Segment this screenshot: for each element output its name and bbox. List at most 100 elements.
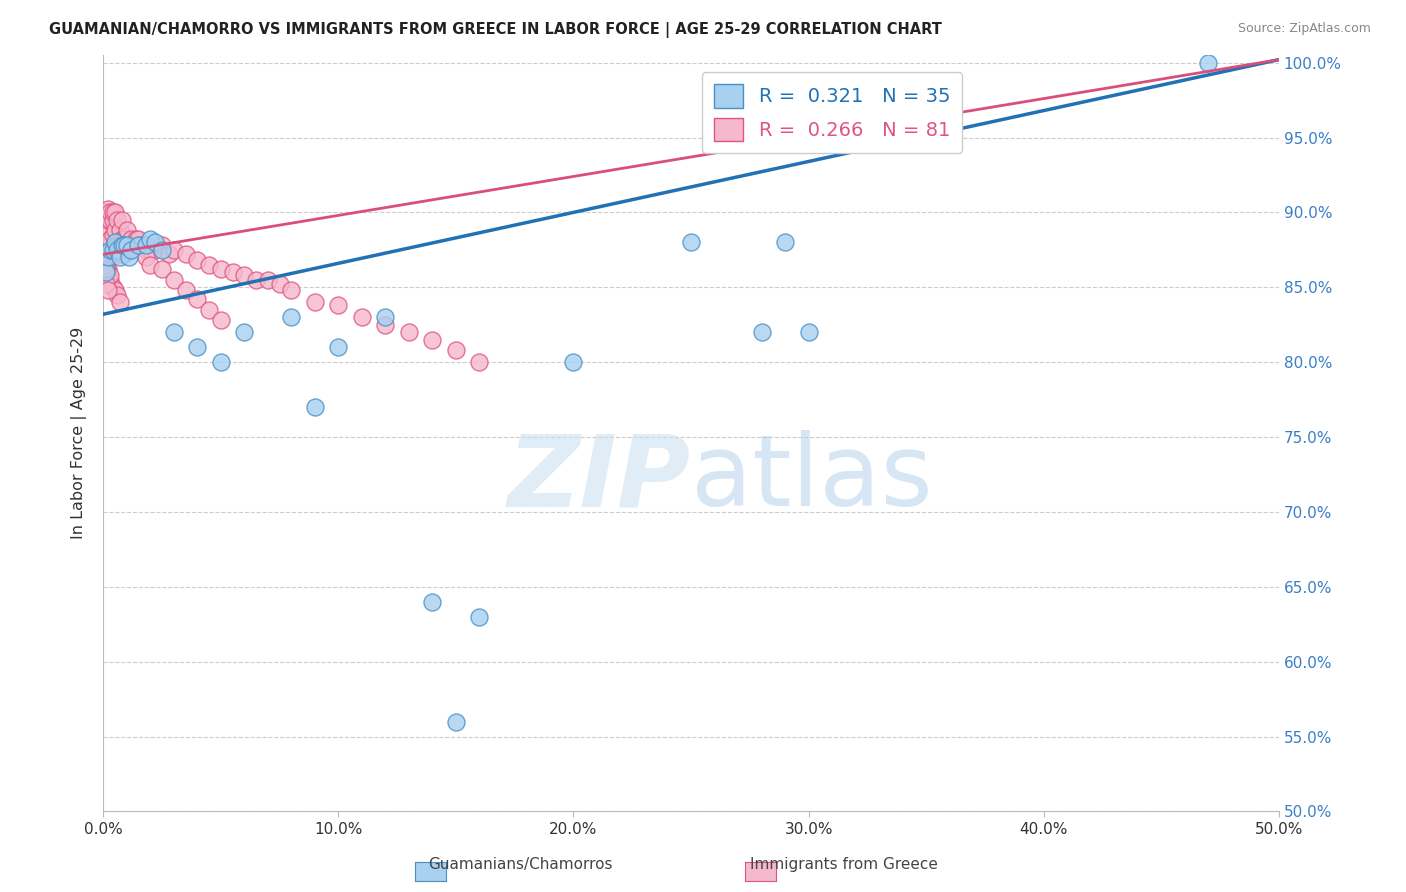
Point — [135, 238, 157, 252]
Point — [94, 277, 117, 292]
Point — [118, 238, 141, 252]
Point — [108, 250, 131, 264]
Point — [280, 283, 302, 297]
Point — [209, 313, 232, 327]
Text: Guamanians/Chamorros: Guamanians/Chamorros — [427, 857, 613, 872]
Point — [135, 250, 157, 264]
Point — [127, 238, 149, 252]
Point — [120, 243, 142, 257]
Point — [101, 213, 124, 227]
Point — [104, 238, 127, 252]
Point — [108, 223, 131, 237]
Point — [135, 243, 157, 257]
Point — [101, 227, 124, 242]
Point — [98, 238, 121, 252]
Point — [209, 355, 232, 369]
Point — [444, 714, 467, 729]
Point — [118, 250, 141, 264]
Point — [143, 235, 166, 250]
Point — [94, 265, 117, 279]
Point — [112, 247, 135, 261]
Point — [101, 243, 124, 257]
Point — [562, 355, 585, 369]
Point — [108, 295, 131, 310]
Point — [163, 273, 186, 287]
Point — [94, 258, 117, 272]
Point — [139, 243, 162, 257]
Point — [94, 213, 117, 227]
Point — [186, 292, 208, 306]
Text: atlas: atlas — [692, 430, 932, 527]
Point — [163, 243, 186, 257]
Point — [127, 232, 149, 246]
Point — [198, 302, 221, 317]
Point — [468, 609, 491, 624]
Point — [398, 325, 420, 339]
Point — [94, 262, 117, 277]
Point — [94, 265, 117, 279]
Point — [122, 238, 145, 252]
Point — [111, 232, 134, 246]
Point — [374, 318, 396, 332]
Point — [163, 325, 186, 339]
Point — [422, 333, 444, 347]
Point — [233, 268, 256, 283]
Point — [1197, 55, 1219, 70]
Point — [94, 250, 117, 264]
Point — [751, 325, 773, 339]
Point — [150, 238, 173, 252]
Point — [112, 232, 135, 246]
Point — [101, 280, 124, 294]
Point — [98, 205, 121, 219]
Point — [245, 273, 267, 287]
Point — [94, 205, 117, 219]
Point — [681, 235, 703, 250]
Point — [221, 265, 243, 279]
Point — [98, 268, 121, 283]
Point — [174, 283, 197, 297]
Point — [280, 310, 302, 325]
Point — [104, 283, 127, 297]
Point — [256, 273, 278, 287]
Point — [773, 235, 796, 250]
Point — [108, 238, 131, 252]
Point — [97, 283, 120, 297]
Y-axis label: In Labor Force | Age 25-29: In Labor Force | Age 25-29 — [72, 327, 87, 540]
Text: GUAMANIAN/CHAMORRO VS IMMIGRANTS FROM GREECE IN LABOR FORCE | AGE 25-29 CORRELAT: GUAMANIAN/CHAMORRO VS IMMIGRANTS FROM GR… — [49, 22, 942, 38]
Point — [198, 258, 221, 272]
Point — [98, 232, 121, 246]
Point — [209, 262, 232, 277]
Text: ZIP: ZIP — [508, 430, 692, 527]
Point — [143, 243, 166, 257]
Point — [97, 223, 120, 237]
Point — [422, 595, 444, 609]
Point — [444, 343, 467, 358]
Point — [797, 325, 820, 339]
Text: Immigrants from Greece: Immigrants from Greece — [749, 857, 938, 872]
Point — [115, 223, 138, 237]
Point — [139, 258, 162, 272]
Point — [304, 295, 326, 310]
Point — [98, 273, 121, 287]
Point — [97, 202, 120, 217]
Point — [139, 232, 162, 246]
Point — [174, 247, 197, 261]
Point — [94, 253, 117, 268]
Point — [186, 340, 208, 354]
Point — [328, 340, 350, 354]
Point — [328, 298, 350, 312]
Point — [304, 400, 326, 414]
Point — [105, 243, 128, 257]
Point — [97, 213, 120, 227]
Point — [111, 238, 134, 252]
Point — [468, 355, 491, 369]
Point — [233, 325, 256, 339]
Point — [98, 213, 121, 227]
Point — [104, 223, 127, 237]
Point — [104, 235, 127, 250]
Point — [129, 238, 152, 252]
Point — [374, 310, 396, 325]
Point — [115, 238, 138, 252]
Point — [150, 262, 173, 277]
Point — [115, 243, 138, 257]
